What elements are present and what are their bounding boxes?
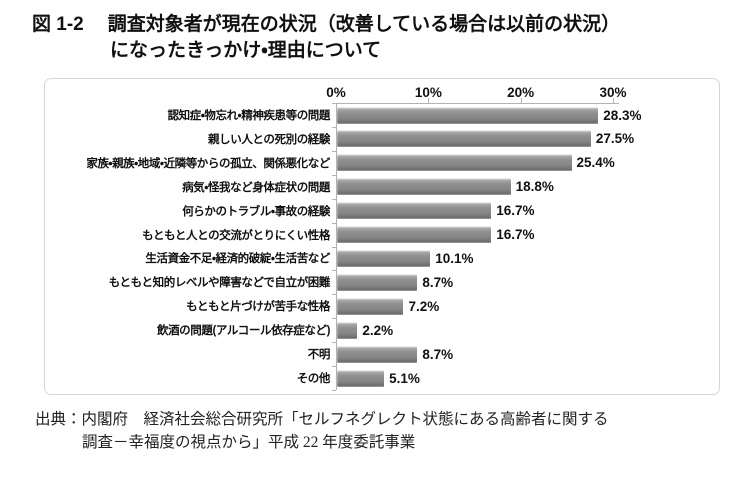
figure-number: 図 1-2 bbox=[32, 14, 84, 35]
figure-title-text: 調査対象者が現在の状況（改善している場合は以前の状況） bbox=[107, 14, 621, 35]
chart-frame bbox=[44, 78, 720, 395]
source-citation-line2: 調査－幸福度の視点から」平成 22 年度委託事業 bbox=[82, 434, 416, 451]
figure-title-line1: 図 1-2 調査対象者が現在の状況（改善している場合は以前の状況） bbox=[32, 9, 620, 36]
figure-title-line2: になったきっかけ・理由について bbox=[110, 40, 382, 61]
source-citation-line1: 出典：内閣府 経済社会総合研究所「セルフネグレクト状態にある高齢者に関する bbox=[35, 411, 609, 428]
